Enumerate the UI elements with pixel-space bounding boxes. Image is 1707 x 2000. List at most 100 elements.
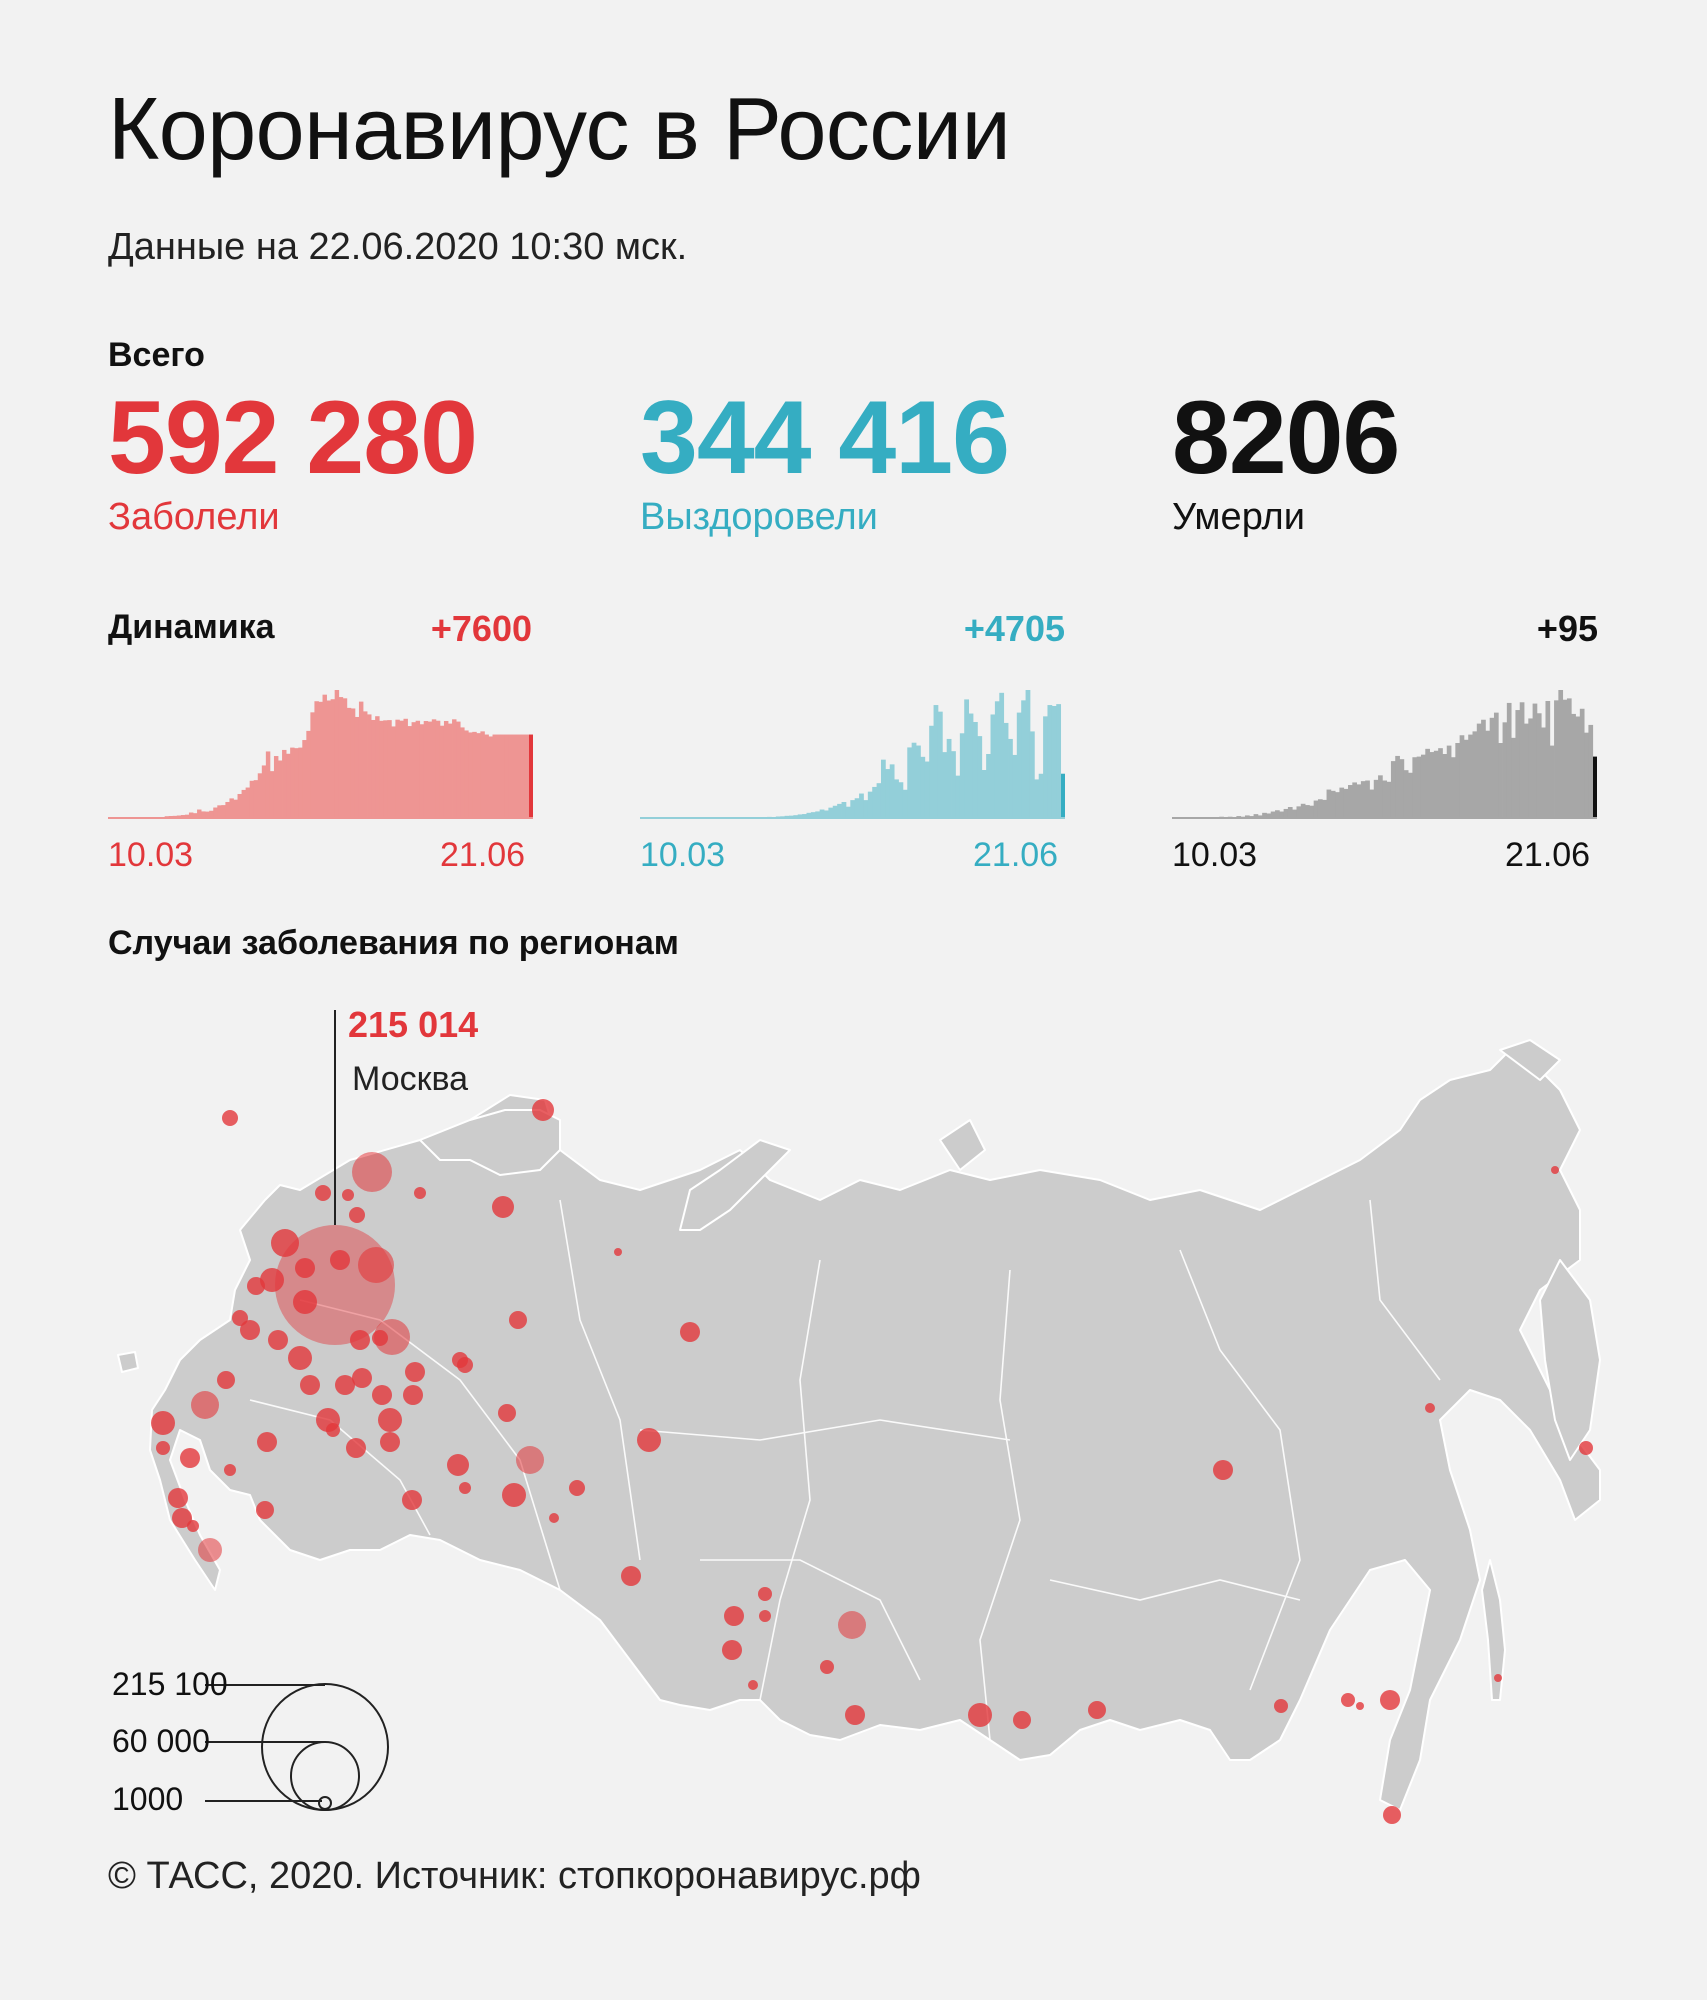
region-bubble: [257, 1432, 277, 1452]
totals-label: Всего: [108, 336, 205, 374]
bar: [346, 707, 352, 818]
map-border: [1369, 1199, 1441, 1381]
region-bubble: [1013, 1711, 1031, 1729]
bar: [520, 734, 526, 818]
bar: [213, 807, 218, 818]
bar: [986, 754, 991, 818]
bar: [867, 791, 873, 818]
legend-label-large: 215 100: [112, 1666, 228, 1702]
bar: [302, 740, 307, 818]
region-bubble: [414, 1187, 426, 1199]
bar: [1579, 708, 1585, 818]
region-bubble: [335, 1375, 355, 1395]
region-bubble: [569, 1480, 585, 1496]
bar: [172, 815, 178, 818]
region-bubble: [509, 1311, 527, 1329]
bar: [1356, 784, 1362, 818]
map-border: [559, 1199, 641, 1561]
bar: [1468, 734, 1473, 818]
bar: [221, 805, 226, 818]
bar: [338, 697, 344, 818]
map-kamchatka: [1539, 1259, 1601, 1461]
region-bubble: [1213, 1460, 1233, 1480]
bar: [972, 722, 978, 818]
bar: [1253, 814, 1259, 818]
legend-circle-large: [261, 1683, 389, 1811]
region-bubble: [326, 1423, 340, 1437]
bar: [363, 711, 368, 818]
bar: [1335, 792, 1340, 818]
recovered-end-tick: 21.06: [973, 836, 1059, 874]
bar: [1348, 785, 1353, 818]
cases-start-tick: 10.03: [108, 836, 194, 874]
bar: [488, 736, 493, 818]
bar: [431, 719, 437, 818]
bar: [1502, 722, 1508, 818]
bar: [1365, 780, 1370, 818]
bar: [472, 731, 477, 818]
region-bubble: [758, 1587, 772, 1601]
region-bubble: [614, 1248, 622, 1256]
bar: [1343, 788, 1349, 818]
bar: [261, 765, 267, 818]
bar: [225, 801, 230, 818]
bar: [188, 812, 194, 818]
bar: [1476, 723, 1482, 818]
region-bubble: [1341, 1693, 1355, 1707]
bar: [946, 738, 952, 818]
bar: [229, 798, 234, 818]
region-bubble: [352, 1152, 392, 1192]
bar: [524, 734, 530, 818]
bar: [1588, 724, 1594, 818]
bar: [1266, 813, 1272, 818]
bar: [358, 701, 364, 818]
bar: [815, 811, 821, 818]
bar: [411, 722, 417, 818]
date-line: Данные на 22.06.2020 10:30 мск.: [108, 226, 688, 268]
region-bubble: [187, 1520, 199, 1532]
region-bubble: [402, 1490, 422, 1510]
region-bubble: [293, 1290, 317, 1314]
region-bubble: [452, 1352, 468, 1368]
bar: [1279, 811, 1285, 818]
map-border: [299, 1299, 561, 1591]
bar: [330, 699, 336, 818]
bar: [205, 811, 210, 818]
page-title: Коронавирус в России: [108, 79, 1011, 178]
region-bubble: [346, 1438, 366, 1458]
bar: [1536, 713, 1542, 818]
bar: [841, 802, 847, 818]
bar: [990, 714, 996, 818]
region-bubble: [191, 1391, 219, 1419]
legend-label-medium: 60 000: [112, 1723, 210, 1759]
bar: [819, 809, 825, 818]
bar: [1016, 712, 1022, 818]
bar: [265, 751, 271, 818]
bar: [496, 734, 502, 818]
bar: [911, 742, 917, 818]
bar: [184, 814, 190, 818]
bar: [1489, 717, 1495, 818]
region-bubble: [217, 1371, 235, 1389]
bar: [872, 786, 877, 818]
bar: [1395, 755, 1400, 818]
bar: [1451, 757, 1456, 818]
region-bubble: [447, 1454, 469, 1476]
map-border: [639, 1419, 1011, 1441]
bar: [209, 810, 214, 818]
bar: [1515, 710, 1521, 818]
bar: [920, 756, 926, 818]
region-bubble: [1274, 1699, 1288, 1713]
bar: [1244, 815, 1250, 818]
bar: [508, 734, 514, 818]
bar: [326, 700, 332, 818]
cases-label: Заболели: [108, 496, 280, 538]
bar: [1051, 706, 1057, 818]
region-bubble: [759, 1610, 771, 1622]
bar: [322, 694, 327, 818]
bar-last-day: [1593, 756, 1597, 818]
bar: [889, 764, 895, 818]
region-bubble: [549, 1513, 559, 1523]
bar: [1262, 812, 1267, 818]
region-bubble: [1383, 1806, 1401, 1824]
